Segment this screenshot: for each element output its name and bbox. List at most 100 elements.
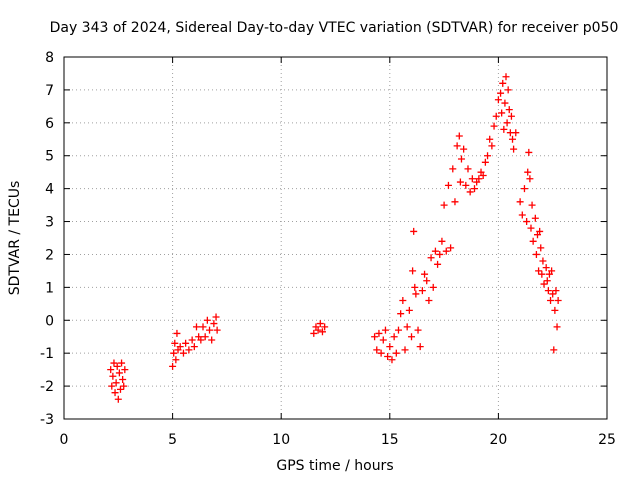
y-tick-label-11: 8	[45, 50, 54, 66]
data-point-16	[171, 339, 179, 347]
data-point-75	[436, 250, 444, 258]
data-point-145	[551, 306, 559, 314]
data-point-34	[210, 320, 218, 328]
data-point-70	[425, 297, 433, 305]
data-point-55	[397, 310, 405, 318]
data-point-141	[547, 297, 555, 305]
data-point-21	[179, 349, 187, 357]
data-point-99	[486, 135, 494, 143]
data-point-62	[410, 227, 418, 235]
data-point-125	[527, 224, 535, 232]
data-point-146	[552, 287, 560, 295]
data-point-39	[314, 326, 322, 334]
data-point-108	[501, 99, 509, 107]
y-tick-label-5: 2	[45, 247, 54, 263]
data-point-7	[114, 395, 122, 403]
y-tick-label-8: 5	[45, 149, 54, 165]
data-point-126	[528, 201, 536, 209]
data-point-139	[544, 287, 552, 295]
data-point-26	[192, 323, 200, 331]
data-point-9	[116, 385, 124, 393]
data-point-52	[390, 333, 398, 341]
data-point-6	[113, 362, 121, 370]
data-point-105	[498, 109, 506, 117]
data-point-86	[457, 155, 465, 163]
data-point-77	[440, 201, 448, 209]
x-tick-label-3: 15	[381, 432, 399, 448]
data-point-148	[554, 297, 562, 305]
data-point-89	[464, 165, 472, 173]
data-point-147	[553, 323, 561, 331]
y-tick-label-1: -2	[40, 379, 54, 395]
data-point-2	[109, 372, 117, 380]
data-point-104	[497, 89, 505, 97]
y-tick-label-7: 4	[45, 182, 54, 198]
data-point-24	[188, 336, 196, 344]
data-point-119	[518, 211, 526, 219]
y-tick-label-4: 1	[45, 280, 54, 296]
y-tick-label-3: 0	[45, 313, 54, 329]
data-point-124	[526, 175, 534, 183]
data-point-40	[316, 320, 324, 328]
data-point-71	[427, 254, 435, 262]
data-point-60	[408, 333, 416, 341]
data-point-64	[412, 290, 420, 298]
data-point-0	[107, 366, 115, 374]
data-point-43	[371, 333, 379, 341]
data-point-4	[111, 389, 119, 397]
data-point-69	[423, 277, 431, 285]
data-point-98	[484, 152, 492, 160]
data-point-29	[199, 323, 207, 331]
data-point-10	[118, 359, 126, 367]
data-point-134	[538, 270, 546, 278]
data-point-135	[539, 257, 547, 265]
x-tick-label-5: 25	[598, 432, 616, 448]
data-point-41	[318, 328, 326, 336]
x-tick-label-2: 10	[272, 432, 290, 448]
data-point-87	[460, 145, 468, 153]
data-point-50	[386, 343, 394, 351]
data-point-81	[449, 165, 457, 173]
data-point-117	[512, 129, 520, 137]
data-point-112	[505, 106, 513, 114]
data-point-103	[494, 96, 502, 104]
y-tick-label-0: -3	[40, 412, 54, 428]
data-point-122	[524, 168, 532, 176]
data-point-121	[523, 218, 531, 226]
data-point-133	[537, 244, 545, 252]
plot-frame	[63, 56, 608, 420]
data-point-136	[540, 280, 548, 288]
data-point-13	[121, 366, 129, 374]
data-point-115	[509, 135, 517, 143]
data-point-23	[185, 346, 193, 354]
y-tick-label-2: -1	[40, 346, 54, 362]
data-point-1	[108, 382, 116, 390]
y-axis-label: SDTVAR / TECUs	[7, 181, 23, 296]
data-point-33	[208, 336, 216, 344]
data-points	[107, 73, 562, 403]
data-point-72	[429, 283, 437, 291]
data-point-46	[377, 349, 385, 357]
data-point-128	[531, 214, 539, 222]
data-point-107	[500, 125, 508, 133]
data-point-123	[525, 148, 533, 156]
data-point-42	[321, 323, 329, 331]
data-point-44	[373, 346, 381, 354]
data-point-73	[431, 247, 439, 255]
data-point-129	[532, 250, 540, 258]
data-point-67	[418, 287, 426, 295]
data-point-137	[542, 264, 550, 272]
data-point-35	[212, 313, 220, 321]
data-point-48	[381, 326, 389, 334]
data-point-20	[176, 343, 184, 351]
data-point-82	[451, 198, 459, 206]
data-point-90	[466, 188, 474, 196]
data-point-66	[416, 343, 424, 351]
axis-ticks: 0 5 10 15 20 25 -3 -2 -1 0 1 2 3 4 5 6 7 8	[40, 50, 616, 448]
data-point-32	[206, 326, 214, 334]
data-point-96	[479, 171, 487, 179]
data-point-110	[503, 119, 511, 127]
x-tick-label-4: 20	[489, 432, 507, 448]
data-point-114	[507, 112, 515, 120]
y-tick-label-9: 6	[45, 116, 54, 132]
